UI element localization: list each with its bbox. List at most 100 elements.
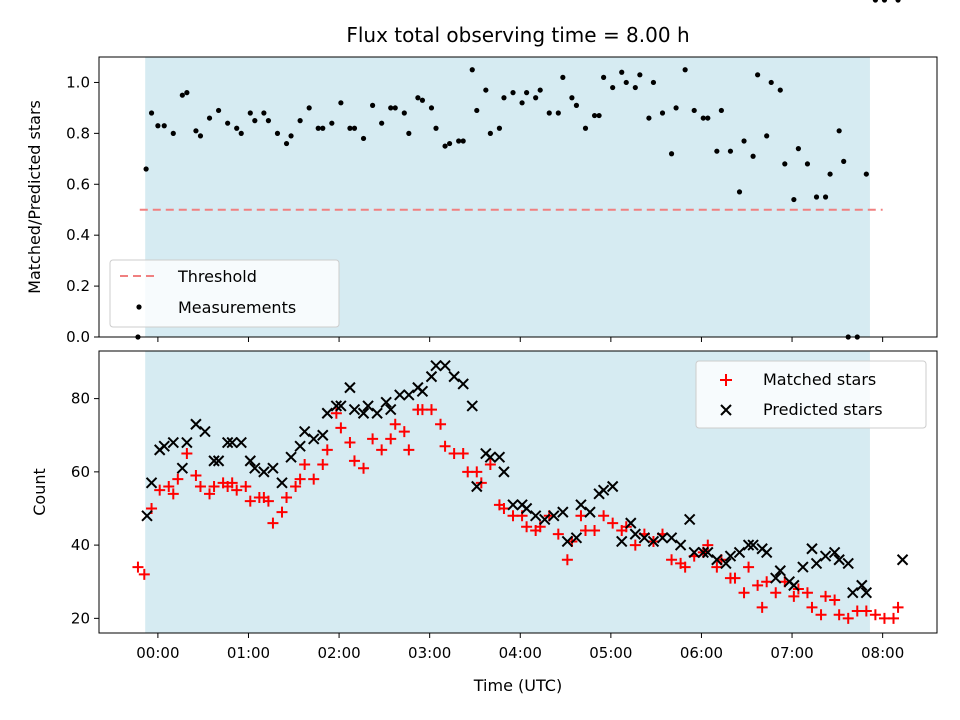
- measurement-point: [895, 0, 901, 3]
- measurement-point: [591, 112, 598, 119]
- legend-measurement-label: Measurements: [178, 298, 296, 317]
- predicted-star-point: [471, 480, 483, 493]
- measurement-point: [433, 125, 439, 131]
- matched-star-point: [743, 561, 755, 573]
- matched-star-point: [294, 473, 306, 485]
- measurement-point: [388, 105, 394, 111]
- measurement-point: [827, 171, 833, 177]
- predicted-star-point: [208, 455, 220, 467]
- predicted-star-point: [321, 407, 334, 419]
- matched-star-point: [389, 418, 401, 430]
- measurement-point: [288, 133, 294, 139]
- matched-star-point: [629, 539, 641, 551]
- measurement-point: [392, 105, 398, 111]
- legend-predicted-swatch: [720, 404, 732, 416]
- measurement-point: [691, 107, 697, 114]
- predicted-star-point: [498, 466, 510, 478]
- matched-star-point: [276, 506, 288, 518]
- measurement-point: [714, 148, 720, 154]
- predicted-star-point: [466, 400, 478, 412]
- measurement-point: [519, 100, 525, 106]
- matched-star-point: [806, 601, 818, 613]
- predicted-star-point: [249, 462, 261, 474]
- legend-matched-swatch: [720, 374, 732, 386]
- top-legend: Threshold Measurements: [109, 259, 340, 328]
- matched-star-point: [190, 470, 202, 482]
- predicted-star-point: [507, 499, 519, 511]
- measurement-point: [560, 74, 566, 80]
- measurement-point: [460, 138, 466, 144]
- matched-star-point: [552, 528, 564, 540]
- bottom-y-axis-label: Count: [30, 468, 49, 516]
- measurement-point: [369, 102, 376, 108]
- predicted-star-point: [344, 381, 356, 394]
- matched-star-point: [833, 609, 845, 621]
- predicted-star-point: [548, 510, 560, 522]
- measurement-point: [573, 102, 580, 108]
- measurement-point: [813, 194, 820, 200]
- matched-star-point: [194, 481, 206, 493]
- matched-star-point: [317, 459, 329, 471]
- matched-star-point: [521, 521, 533, 533]
- measurement-point: [718, 107, 724, 114]
- top-panel: 0.0 0.2 0.4 0.6 0.8 1.0 Matched/Predicted sta…: [25, 0, 938, 346]
- measurement-point: [791, 196, 797, 203]
- matched-star-point: [561, 554, 573, 566]
- predicted-star-point: [896, 554, 909, 566]
- measurement-point: [596, 112, 602, 119]
- measurement-point: [836, 128, 842, 134]
- top-y-tick-label: 0.2: [66, 277, 90, 295]
- bottom-grid-ticks: 20 40 60 80 00:00 01:00 02:00 03:00 04:00 05:00 06…: [71, 390, 904, 662]
- measurement-point: [668, 151, 675, 157]
- predicted-star-point: [733, 546, 746, 559]
- predicted-star-point: [167, 436, 179, 449]
- x-tick-label: 06:00: [680, 644, 723, 662]
- measurement-point: [569, 95, 575, 101]
- matched-star-point: [231, 484, 243, 496]
- legend-predicted-label: Predicted stars: [763, 400, 883, 419]
- predicted-star-point: [788, 579, 800, 592]
- bottom-y-tick-label: 20: [71, 609, 90, 627]
- x-tick-label: 01:00: [227, 644, 270, 662]
- predicted-points: [141, 359, 909, 599]
- legend-measurement-swatch: [136, 304, 142, 310]
- predicted-star-point: [638, 532, 651, 544]
- matched-star-point: [869, 609, 881, 621]
- matched-star-point: [403, 444, 415, 456]
- matched-star-point: [598, 510, 610, 522]
- predicted-star-point: [747, 539, 759, 551]
- predicted-star-point: [674, 539, 687, 551]
- measurement-point: [496, 125, 503, 131]
- matched-star-point: [801, 587, 813, 599]
- top-y-tick-label: 0.0: [66, 328, 90, 346]
- matched-star-point: [498, 502, 510, 514]
- predicted-star-point: [176, 462, 189, 474]
- matched-star-point: [425, 404, 437, 416]
- measurement-point: [601, 74, 607, 80]
- measurement-point: [379, 120, 385, 126]
- predicted-star-point: [683, 513, 696, 526]
- matched-star-point: [770, 587, 782, 599]
- measurement-point: [727, 148, 734, 154]
- matched-star-point: [348, 455, 360, 467]
- measurement-point: [215, 107, 222, 114]
- matched-star-point: [829, 594, 841, 606]
- measurement-point: [234, 125, 240, 131]
- measurement-point: [315, 125, 321, 131]
- measurement-point: [225, 120, 231, 126]
- predicted-star-point: [439, 359, 451, 372]
- bottom-y-tick-label: 60: [71, 463, 90, 481]
- legend-matched-label: Matched stars: [763, 370, 876, 389]
- matched-star-point: [240, 481, 252, 493]
- predicted-star-point: [688, 546, 700, 559]
- predicted-star-point: [606, 480, 619, 493]
- measurement-point: [736, 189, 743, 195]
- measurement-point: [184, 90, 190, 96]
- matched-star-point: [738, 587, 750, 599]
- measurement-point: [474, 107, 480, 114]
- matched-star-point: [344, 437, 356, 449]
- matched-star-point: [484, 459, 496, 471]
- top-frame: [98, 56, 938, 338]
- measurement-point: [252, 118, 258, 124]
- measurement-point: [555, 110, 561, 116]
